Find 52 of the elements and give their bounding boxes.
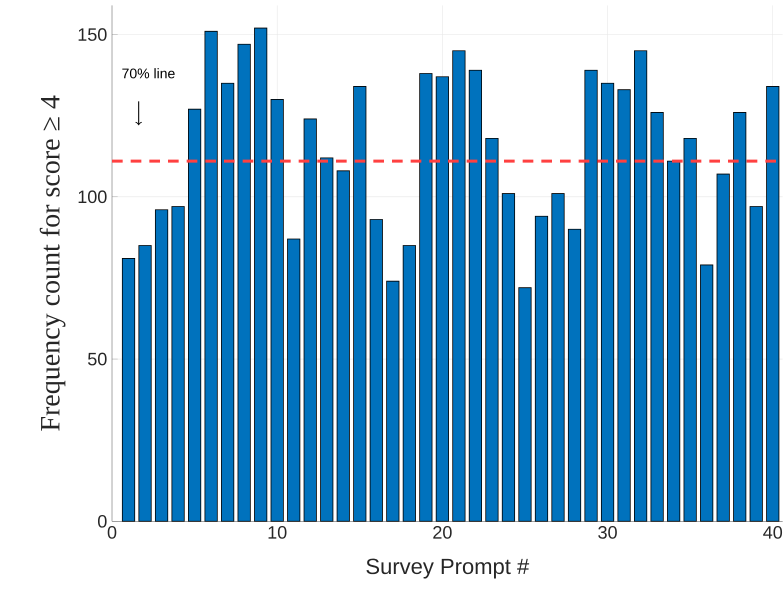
bar xyxy=(287,238,300,522)
x-axis-title: Survey Prompt # xyxy=(366,558,530,579)
bar xyxy=(468,70,482,522)
bar xyxy=(584,70,598,522)
bar xyxy=(221,82,234,522)
bar xyxy=(716,174,730,522)
bar xyxy=(485,138,499,522)
bar xyxy=(750,206,763,522)
y-tick-label: 100 xyxy=(78,190,107,204)
y-tick-label: 50 xyxy=(88,352,107,366)
bar xyxy=(154,209,168,522)
y-tick-label: 0 xyxy=(98,514,107,528)
bar xyxy=(419,73,432,522)
bar xyxy=(600,82,614,522)
x-tick-label: 0 xyxy=(108,526,116,539)
bar xyxy=(617,89,631,522)
bar xyxy=(733,112,746,522)
bar xyxy=(304,118,317,522)
bar xyxy=(402,245,416,522)
x-tick-label: 40 xyxy=(763,526,782,539)
bar xyxy=(204,30,218,522)
bar xyxy=(336,170,350,522)
bar xyxy=(700,264,714,522)
bar xyxy=(320,157,334,522)
x-tick-label: 30 xyxy=(598,526,617,539)
bar xyxy=(122,258,136,522)
bar xyxy=(436,76,449,522)
bar xyxy=(188,108,202,522)
bar xyxy=(534,216,548,522)
bar xyxy=(386,280,400,522)
bar xyxy=(171,206,185,522)
bar xyxy=(238,44,251,522)
bar xyxy=(766,86,780,522)
x-tick-label: 10 xyxy=(268,526,286,539)
bar xyxy=(452,50,466,522)
bar xyxy=(254,28,268,522)
y-axis-title: Frequency count for score ≥ 4 xyxy=(40,95,66,431)
bar xyxy=(650,112,664,522)
bar xyxy=(353,86,366,522)
bar xyxy=(634,50,648,522)
bar xyxy=(684,138,697,522)
bar xyxy=(502,193,516,522)
x-tick-label: 20 xyxy=(433,526,452,539)
bar xyxy=(370,219,383,522)
bar xyxy=(568,228,582,522)
bar xyxy=(270,99,284,522)
bar xyxy=(667,160,680,522)
bar xyxy=(518,287,532,522)
bar xyxy=(551,193,565,522)
y-tick-label: 150 xyxy=(78,28,107,41)
bar xyxy=(138,245,152,522)
annotation: 70% line xyxy=(122,68,175,78)
